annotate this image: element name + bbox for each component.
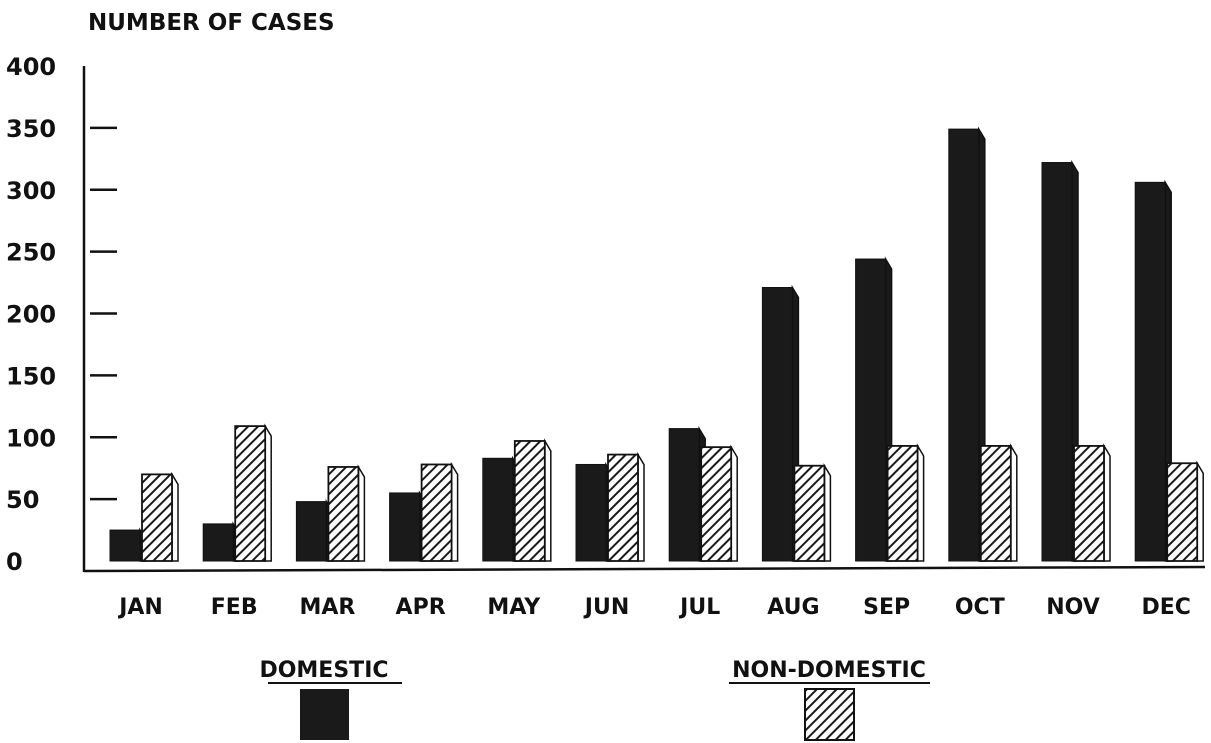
y-axis-label: NUMBER OF CASES: [88, 10, 335, 36]
x-tick-label-feb: FEB: [211, 595, 258, 620]
bar-face: [389, 492, 421, 562]
bar-non-domestic-oct: [979, 443, 1018, 562]
bar-face: [855, 258, 887, 562]
y-tick-label: 400: [6, 53, 56, 81]
bar-domestic-apr: [389, 490, 427, 562]
x-tick-label-oct: OCT: [955, 595, 1005, 620]
x-tick-label-apr: APR: [396, 595, 446, 620]
bar-side: [730, 444, 738, 562]
legend-swatch-non-domestic: [804, 688, 855, 741]
bar-face: [1134, 181, 1166, 562]
y-axis-ticks: 0 50 100 150 200 250 300 350 400: [6, 53, 117, 576]
bar-face: [948, 128, 980, 562]
bar-domestic-sep: [855, 256, 893, 562]
bar-face: [1166, 462, 1199, 562]
legend-label-non-domestic: NON-DOMESTIC: [732, 658, 926, 683]
bar-side: [637, 451, 645, 562]
legend-label-domestic: DOMESTIC: [259, 658, 388, 683]
bar-non-domestic-jun: [607, 451, 645, 562]
bar-domestic-feb: [202, 521, 240, 562]
bar-non-domestic-dec: [1166, 460, 1204, 562]
bar-non-domestic-aug: [793, 463, 832, 562]
x-tick-label-nov: NOV: [1046, 595, 1100, 620]
x-tick-label-aug: AUG: [767, 595, 819, 620]
bar-non-domestic-jul: [700, 444, 738, 562]
y-tick-label: 200: [6, 301, 56, 329]
y-tick-label: 250: [6, 239, 56, 267]
bar-face: [482, 457, 514, 562]
x-tick-label-jan: JAN: [117, 595, 163, 620]
bar-face: [886, 445, 919, 562]
bar-face: [979, 445, 1012, 562]
legend-item-non-domestic: NON-DOMESTIC: [729, 658, 930, 741]
bar-face: [1073, 445, 1105, 562]
x-tick-label-dec: DEC: [1141, 595, 1190, 620]
bar-domestic-jan: [109, 527, 147, 562]
bar-non-domestic-apr: [420, 461, 459, 562]
bar-non-domestic-nov: [1073, 443, 1111, 562]
bar-face: [202, 523, 234, 562]
legend-item-domestic: DOMESTIC: [259, 658, 402, 740]
bar-domestic-may: [482, 455, 520, 562]
bar-domestic-nov: [1041, 159, 1079, 562]
bar-non-domestic-sep: [886, 443, 925, 562]
y-tick-label: 150: [6, 362, 56, 390]
x-axis-line: [83, 565, 1206, 573]
bar-domestic-dec: [1134, 179, 1172, 562]
bar-side: [544, 438, 552, 562]
y-tick-label: 300: [6, 177, 56, 205]
bars-group: [109, 126, 1204, 562]
bar-face: [141, 473, 173, 562]
bar-face: [793, 464, 826, 562]
bar-face: [575, 463, 607, 562]
bar-face: [761, 287, 793, 562]
bar-face: [234, 425, 267, 562]
x-axis-labels: JAN FEB MAR APR MAY JUN JUL AUG SEP OCT NOV DEC: [117, 595, 1191, 620]
y-tick-label: 100: [6, 424, 56, 452]
bar-non-domestic-may: [513, 438, 552, 562]
bar-face: [668, 428, 700, 562]
x-tick-label-sep: SEP: [863, 595, 910, 620]
bar-non-domestic-jan: [141, 471, 179, 562]
x-tick-label-jun: JUN: [583, 595, 629, 620]
bar-face: [513, 440, 546, 562]
legend: DOMESTIC NON-DOMESTIC: [259, 658, 930, 741]
bar-domestic-aug: [761, 284, 800, 562]
x-tick-label-mar: MAR: [299, 595, 355, 620]
bar-domestic-jun: [575, 461, 613, 562]
x-tick-label-jul: JUL: [678, 595, 720, 620]
bar-side: [823, 463, 832, 562]
y-tick-label: 350: [6, 115, 56, 143]
y-tick-label: 50: [6, 486, 39, 514]
y-tick-label: 0: [6, 548, 23, 576]
bar-domestic-oct: [948, 126, 986, 562]
bar-face: [109, 529, 141, 562]
legend-swatch-domestic: [300, 689, 349, 740]
bar-face: [420, 463, 453, 562]
bar-non-domestic-feb: [234, 423, 272, 562]
bar-non-domestic-mar: [327, 464, 366, 562]
bar-face: [1041, 162, 1073, 562]
bar-side: [1010, 443, 1018, 562]
bar-side: [916, 443, 925, 562]
bar-side: [264, 423, 272, 562]
bar-face: [700, 446, 733, 562]
bar-face: [607, 453, 639, 562]
bar-domestic-jul: [668, 425, 706, 562]
bar-face: [295, 501, 327, 562]
bar-side: [1103, 443, 1111, 562]
x-tick-label-may: MAY: [487, 595, 541, 620]
bar-domestic-mar: [295, 498, 334, 562]
bar-face: [327, 466, 360, 562]
bar-side: [1196, 460, 1204, 562]
